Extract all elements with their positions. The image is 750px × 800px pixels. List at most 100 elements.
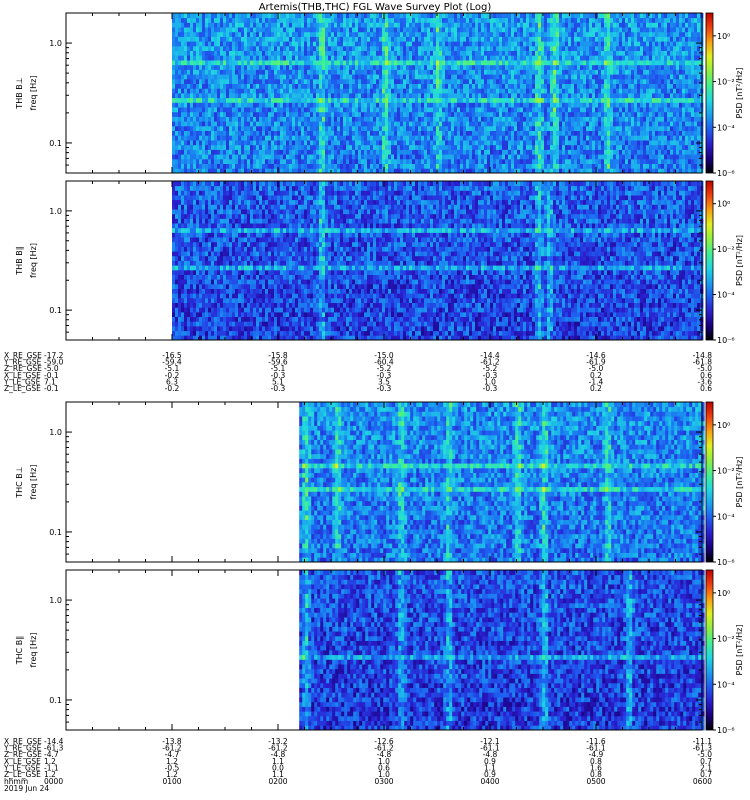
spectrogram-cell: [373, 93, 376, 98]
spectrogram-cell: [181, 41, 184, 46]
spectrogram-cell: [574, 74, 577, 79]
spectrogram-cell: [241, 70, 244, 75]
spectrogram-cell: [403, 112, 406, 117]
spectrogram-cell: [454, 145, 457, 150]
spectrogram-cell: [490, 55, 493, 60]
spectrogram-cell: [352, 159, 355, 164]
spectrogram-cell: [175, 70, 178, 75]
spectrogram-cell: [445, 88, 448, 93]
spectrogram-cell: [532, 121, 535, 126]
spectrogram-cell: [385, 159, 388, 164]
spectrogram-cell: [451, 150, 454, 155]
spectrogram-cell: [550, 107, 553, 112]
spectrogram-cell: [409, 51, 412, 56]
spectrogram-cell: [331, 46, 334, 51]
spectrogram-cell: [253, 32, 256, 37]
spectrogram-cell: [517, 46, 520, 51]
spectrogram-cell: [247, 70, 250, 75]
spectrogram-cell: [241, 164, 244, 169]
spectrogram-cell: [178, 22, 181, 27]
spectrogram-cell: [463, 164, 466, 169]
spectrogram-cell: [448, 84, 451, 89]
spectrogram-cell: [403, 164, 406, 169]
spectrogram-cell: [604, 41, 607, 46]
spectrogram-cell: [211, 46, 214, 51]
spectrogram-cell: [421, 55, 424, 60]
spectrogram-cell: [274, 145, 277, 150]
spectrogram-cell: [571, 131, 574, 136]
spectrogram-cell: [364, 65, 367, 70]
spectrogram-cell: [217, 60, 220, 65]
spectrogram-cell: [247, 88, 250, 93]
spectrogram-cell: [175, 65, 178, 70]
spectrogram-cell: [316, 102, 319, 107]
spectrogram-cell: [481, 74, 484, 79]
spectrogram-cell: [262, 41, 265, 46]
spectrogram-cell: [445, 22, 448, 27]
spectrogram-cell: [604, 79, 607, 84]
spectrogram-cell: [271, 32, 274, 37]
spectrogram-cell: [277, 22, 280, 27]
spectrogram-cell: [448, 159, 451, 164]
spectrogram-cell: [454, 13, 457, 18]
spectrogram-cell: [481, 121, 484, 126]
spectrogram-cell: [526, 145, 529, 150]
spectrogram-cell: [478, 13, 481, 18]
spectrogram-cell: [568, 159, 571, 164]
spectrogram-cell: [598, 27, 601, 32]
spectrogram-cell: [259, 107, 262, 112]
spectrogram-cell: [457, 112, 460, 117]
spectrogram-cell: [586, 145, 589, 150]
spectrogram-cell: [259, 140, 262, 145]
spectrogram-cell: [358, 84, 361, 89]
spectrogram-cell: [433, 51, 436, 56]
spectrogram-cell: [409, 74, 412, 79]
spectrogram-cell: [250, 93, 253, 98]
spectrogram-cell: [511, 41, 514, 46]
spectrogram-cell: [409, 18, 412, 23]
spectrogram-cell: [199, 121, 202, 126]
spectrogram-cell: [313, 60, 316, 65]
spectrogram-cell: [472, 159, 475, 164]
spectrogram-cell: [460, 41, 463, 46]
spectrogram-cell: [568, 126, 571, 131]
spectrogram-cell: [292, 88, 295, 93]
spectrogram-cell: [253, 150, 256, 155]
spectrogram-cell: [532, 84, 535, 89]
spectrogram-cell: [322, 150, 325, 155]
spectrogram-cell: [280, 88, 283, 93]
spectrogram-cell: [595, 154, 598, 159]
spectrogram-cell: [547, 22, 550, 27]
spectrogram-cell: [385, 93, 388, 98]
spectrogram-cell: [184, 37, 187, 42]
spectrogram-cell: [562, 46, 565, 51]
spectrogram-cell: [307, 27, 310, 32]
spectrogram-cell: [322, 126, 325, 131]
spectrogram-cell: [562, 84, 565, 89]
spectrogram-cell: [445, 98, 448, 103]
spectrogram-cell: [535, 140, 538, 145]
spectrogram-cell: [367, 93, 370, 98]
spectrogram-cell: [604, 51, 607, 56]
spectrogram-cell: [394, 150, 397, 155]
spectrogram-cell: [451, 70, 454, 75]
spectrogram-cell: [583, 46, 586, 51]
spectrogram-cell: [301, 32, 304, 37]
spectrogram-cell: [484, 79, 487, 84]
spectrogram-cell: [352, 135, 355, 140]
spectrogram-cell: [472, 131, 475, 136]
spectrogram-cell: [289, 93, 292, 98]
spectrogram-cell: [538, 88, 541, 93]
spectrogram-cell: [388, 37, 391, 42]
spectrogram-cell: [259, 27, 262, 32]
spectrogram-cell: [202, 22, 205, 27]
spectrogram-cell: [331, 145, 334, 150]
spectrogram-cell: [358, 74, 361, 79]
spectrogram-cell: [592, 55, 595, 60]
spectrogram-cell: [199, 27, 202, 32]
spectrogram-cell: [457, 65, 460, 70]
spectrogram-cell: [499, 65, 502, 70]
spectrogram-cell: [256, 74, 259, 79]
spectrogram-cell: [532, 102, 535, 107]
spectrogram-cell: [316, 112, 319, 117]
